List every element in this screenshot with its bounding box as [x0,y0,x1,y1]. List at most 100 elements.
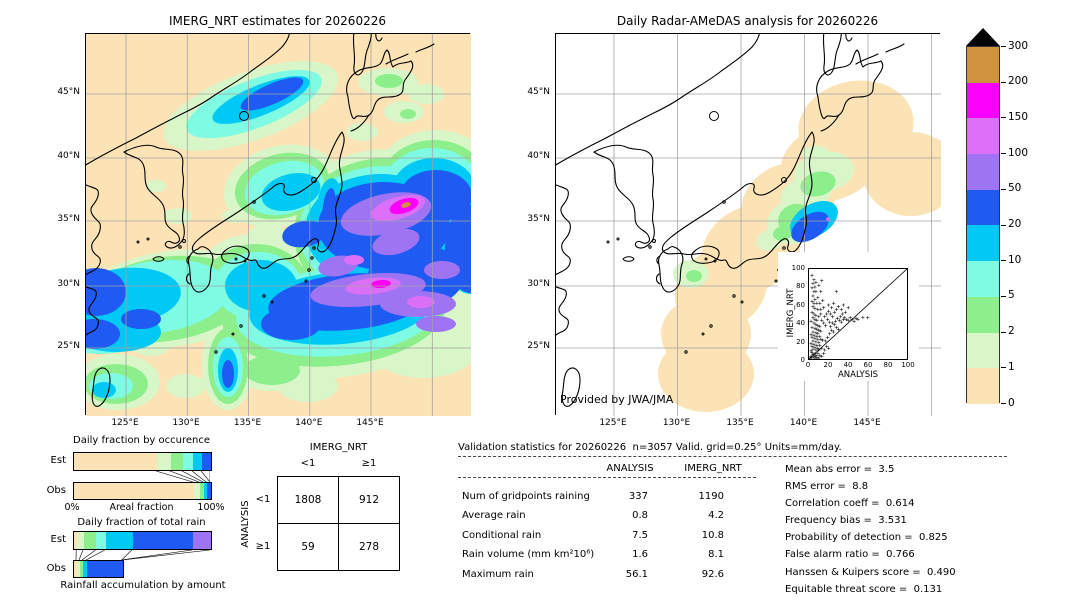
inset-y-tick-label: 0 [800,356,805,364]
island [178,245,182,249]
fan-line [121,550,193,560]
colorbar-tick [1001,403,1006,404]
coastline [91,367,111,407]
validation-stats-list: Mean abs error = 3.5 RMS error = 8.8 Corre… [785,461,956,598]
bar-segment [83,561,87,577]
colorbar-tick [1001,224,1006,226]
coastline [350,114,370,132]
total-rain-obs-label: Obs [46,563,66,574]
colorbar-tick [1001,188,1006,190]
coastline [661,131,815,269]
contingency-row-axis: ANALYSIS [240,500,251,548]
coastline [822,34,853,76]
fan-line [81,550,96,560]
inset-y-tick-label: 80 [796,282,805,291]
stat-line: Mean abs error = 3.5 [785,464,895,475]
validation-analysis-value: 7.5 [632,529,648,541]
coastline [185,255,191,285]
validation-table: Num of gridpoints raining 337 1190 Average … [462,487,724,584]
colorbar-segment [967,82,999,119]
coastline [556,286,569,336]
x-tick-label: 140°E [295,418,323,428]
inset-y-tick-label: 60 [796,300,805,309]
contingency-row-label-lt1: <1 [255,494,271,505]
island [652,239,656,243]
validation-row-label: Average rain [462,510,526,522]
validation-col-analysis: ANALYSIS [606,463,654,474]
bar-segment [105,532,133,549]
island [732,294,736,298]
coastline [352,34,383,76]
inset-x-tick-label: 60 [863,361,873,369]
island [616,237,620,241]
validation-analysis-value: 1.6 [632,549,648,561]
bar-segment [96,532,106,549]
fan-line [121,550,210,560]
bar-segment [80,561,83,577]
bar-segment [132,532,193,549]
x-tick-label: 130°E [662,418,691,428]
colorbar-tick [1001,46,1006,47]
colorbar-tick-label: 200 [1008,75,1029,88]
validation-imerg-value: 10.8 [701,529,724,541]
colorbar-tick-label: 20 [1008,218,1022,230]
coastline [593,144,655,249]
bar-segment [74,483,194,499]
colorbar-segment [967,154,999,190]
occurrence-obs-label: Obs [46,485,66,496]
bar-segment [77,561,80,577]
coastline [86,184,101,276]
fan-line [169,471,200,482]
left-map-plot [86,34,471,416]
x-tick-label: 130°E [172,418,200,428]
precip-level-200-300 [401,202,411,208]
validation-col-imerg: IMERG_NRT [684,463,742,474]
island [214,350,218,354]
island [136,240,140,244]
occurrence-est-bar [73,452,212,471]
right-map-plot [556,34,941,416]
island [312,246,316,250]
colorbar-tick-label: 10 [1008,253,1022,266]
contingency-col-label-ge1: ≥1 [361,458,377,469]
inset-y-tick-label: 100 [791,264,805,272]
stat-line: RMS error = 8.8 [785,481,869,493]
areal-fraction-min: 0% [64,502,80,513]
contingency-table: 1808 912 59 278 [277,476,400,571]
colorbar-scale [966,46,1000,404]
left-map [85,33,471,416]
fan-line [85,550,105,560]
island [262,294,266,298]
island [239,324,243,328]
bar-segment [77,532,84,549]
coastline [655,255,661,285]
fan-line [191,471,207,482]
bar-segment [170,453,184,470]
inset-y-tick-label: 20 [796,337,805,346]
inset-x-tick-label: 80 [883,361,893,369]
bar-segment [83,532,97,549]
island [252,200,256,204]
y-tick-label: 40°N [57,151,80,161]
island [146,237,150,241]
stat-line: False alarm ratio = 0.766 [785,549,915,561]
coastline [556,34,760,166]
island [307,268,311,272]
y-tick-label: 25°N [57,341,80,351]
left-map-coastlines [86,34,435,407]
stat-line: Hanssen & Kuipers score = 0.490 [785,566,956,578]
stat-line: Correlation coeff = 0.614 [785,498,915,510]
bar-segment [194,483,201,499]
validation-row-label: Rain volume (mm km²10⁶) [462,549,595,561]
y-tick-label: 35°N [57,214,80,224]
colorbar-segment [967,332,999,369]
fan-line [121,550,132,560]
coastline [346,49,414,120]
island [740,300,744,304]
total-rain-fan-lines [75,550,210,560]
inset-x-tick-label: 20 [823,361,833,369]
x-tick-label: 135°E [233,418,262,428]
colorbar: 300 200 150 100 50 20 10 5 2 1 0 [966,28,1036,428]
left-map-gridlines [86,34,471,416]
y-tick-label: 30°N [57,279,80,289]
